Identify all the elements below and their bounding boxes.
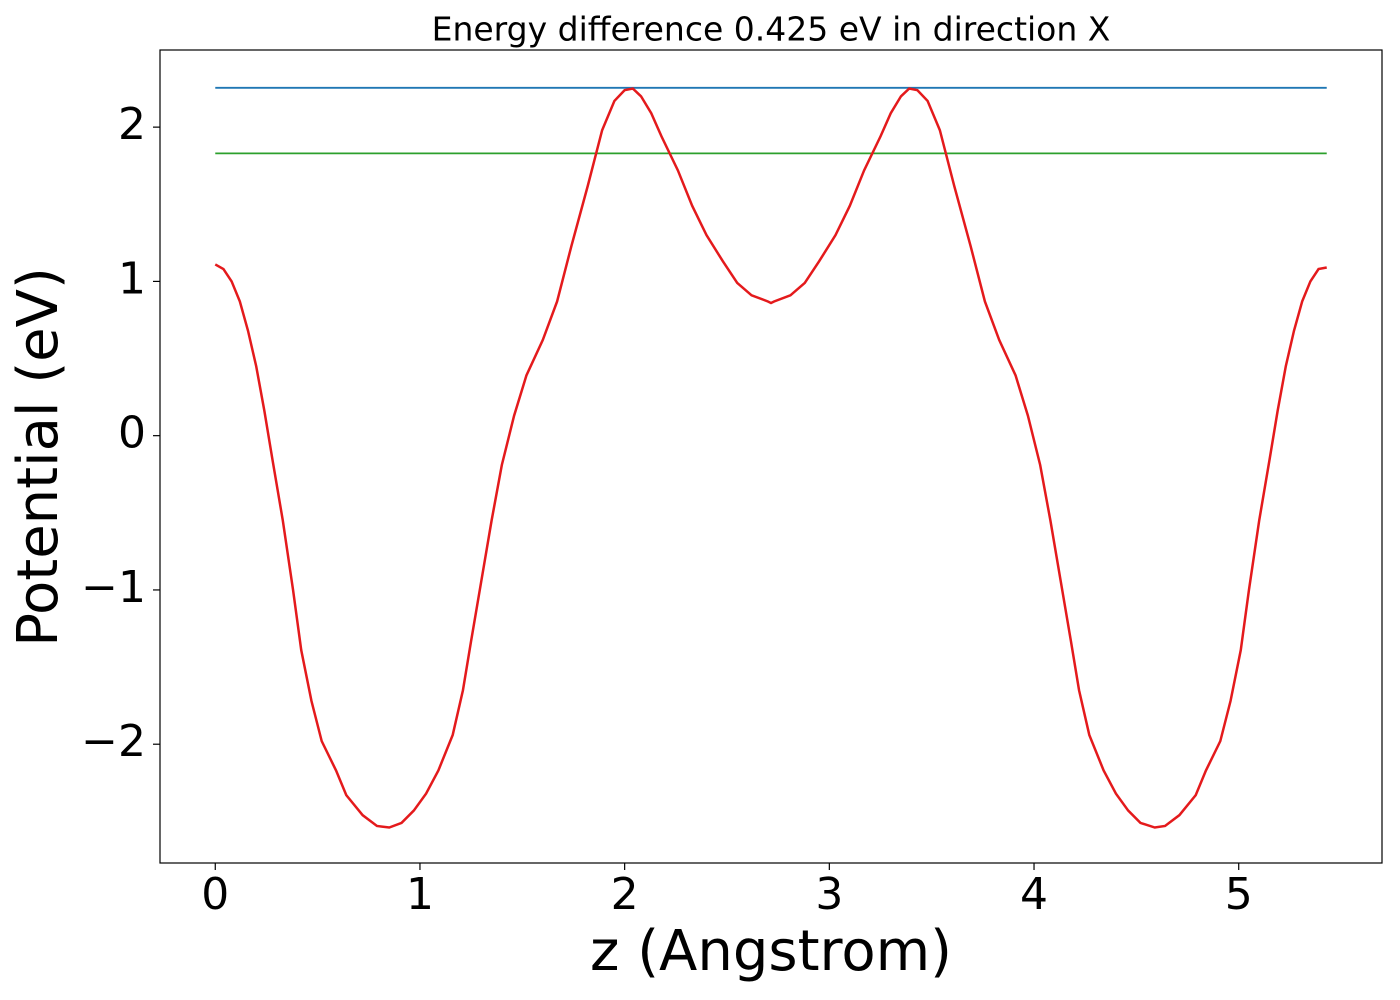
chart-title: Energy difference 0.425 eV in direction … (432, 10, 1111, 49)
plot-frame (159, 49, 1383, 864)
x-tick-label: 5 (1225, 869, 1253, 920)
x-tick-label: 0 (201, 869, 229, 920)
y-tick-label: 1 (118, 253, 146, 304)
x-tick-label: 1 (406, 869, 434, 920)
x-axis-label: z (Angstrom) (590, 919, 952, 984)
y-tick-label: −2 (81, 716, 146, 767)
x-tick-label: 2 (611, 869, 639, 920)
y-tick-label: 0 (118, 408, 146, 459)
x-tick-label: 4 (1020, 869, 1048, 920)
line-series (214, 87, 1327, 829)
y-tick-label: 2 (118, 99, 146, 150)
y-tick-label: −1 (81, 562, 146, 613)
y-axis-label: Potential (eV) (6, 267, 71, 647)
x-tick-label: 3 (815, 869, 843, 920)
